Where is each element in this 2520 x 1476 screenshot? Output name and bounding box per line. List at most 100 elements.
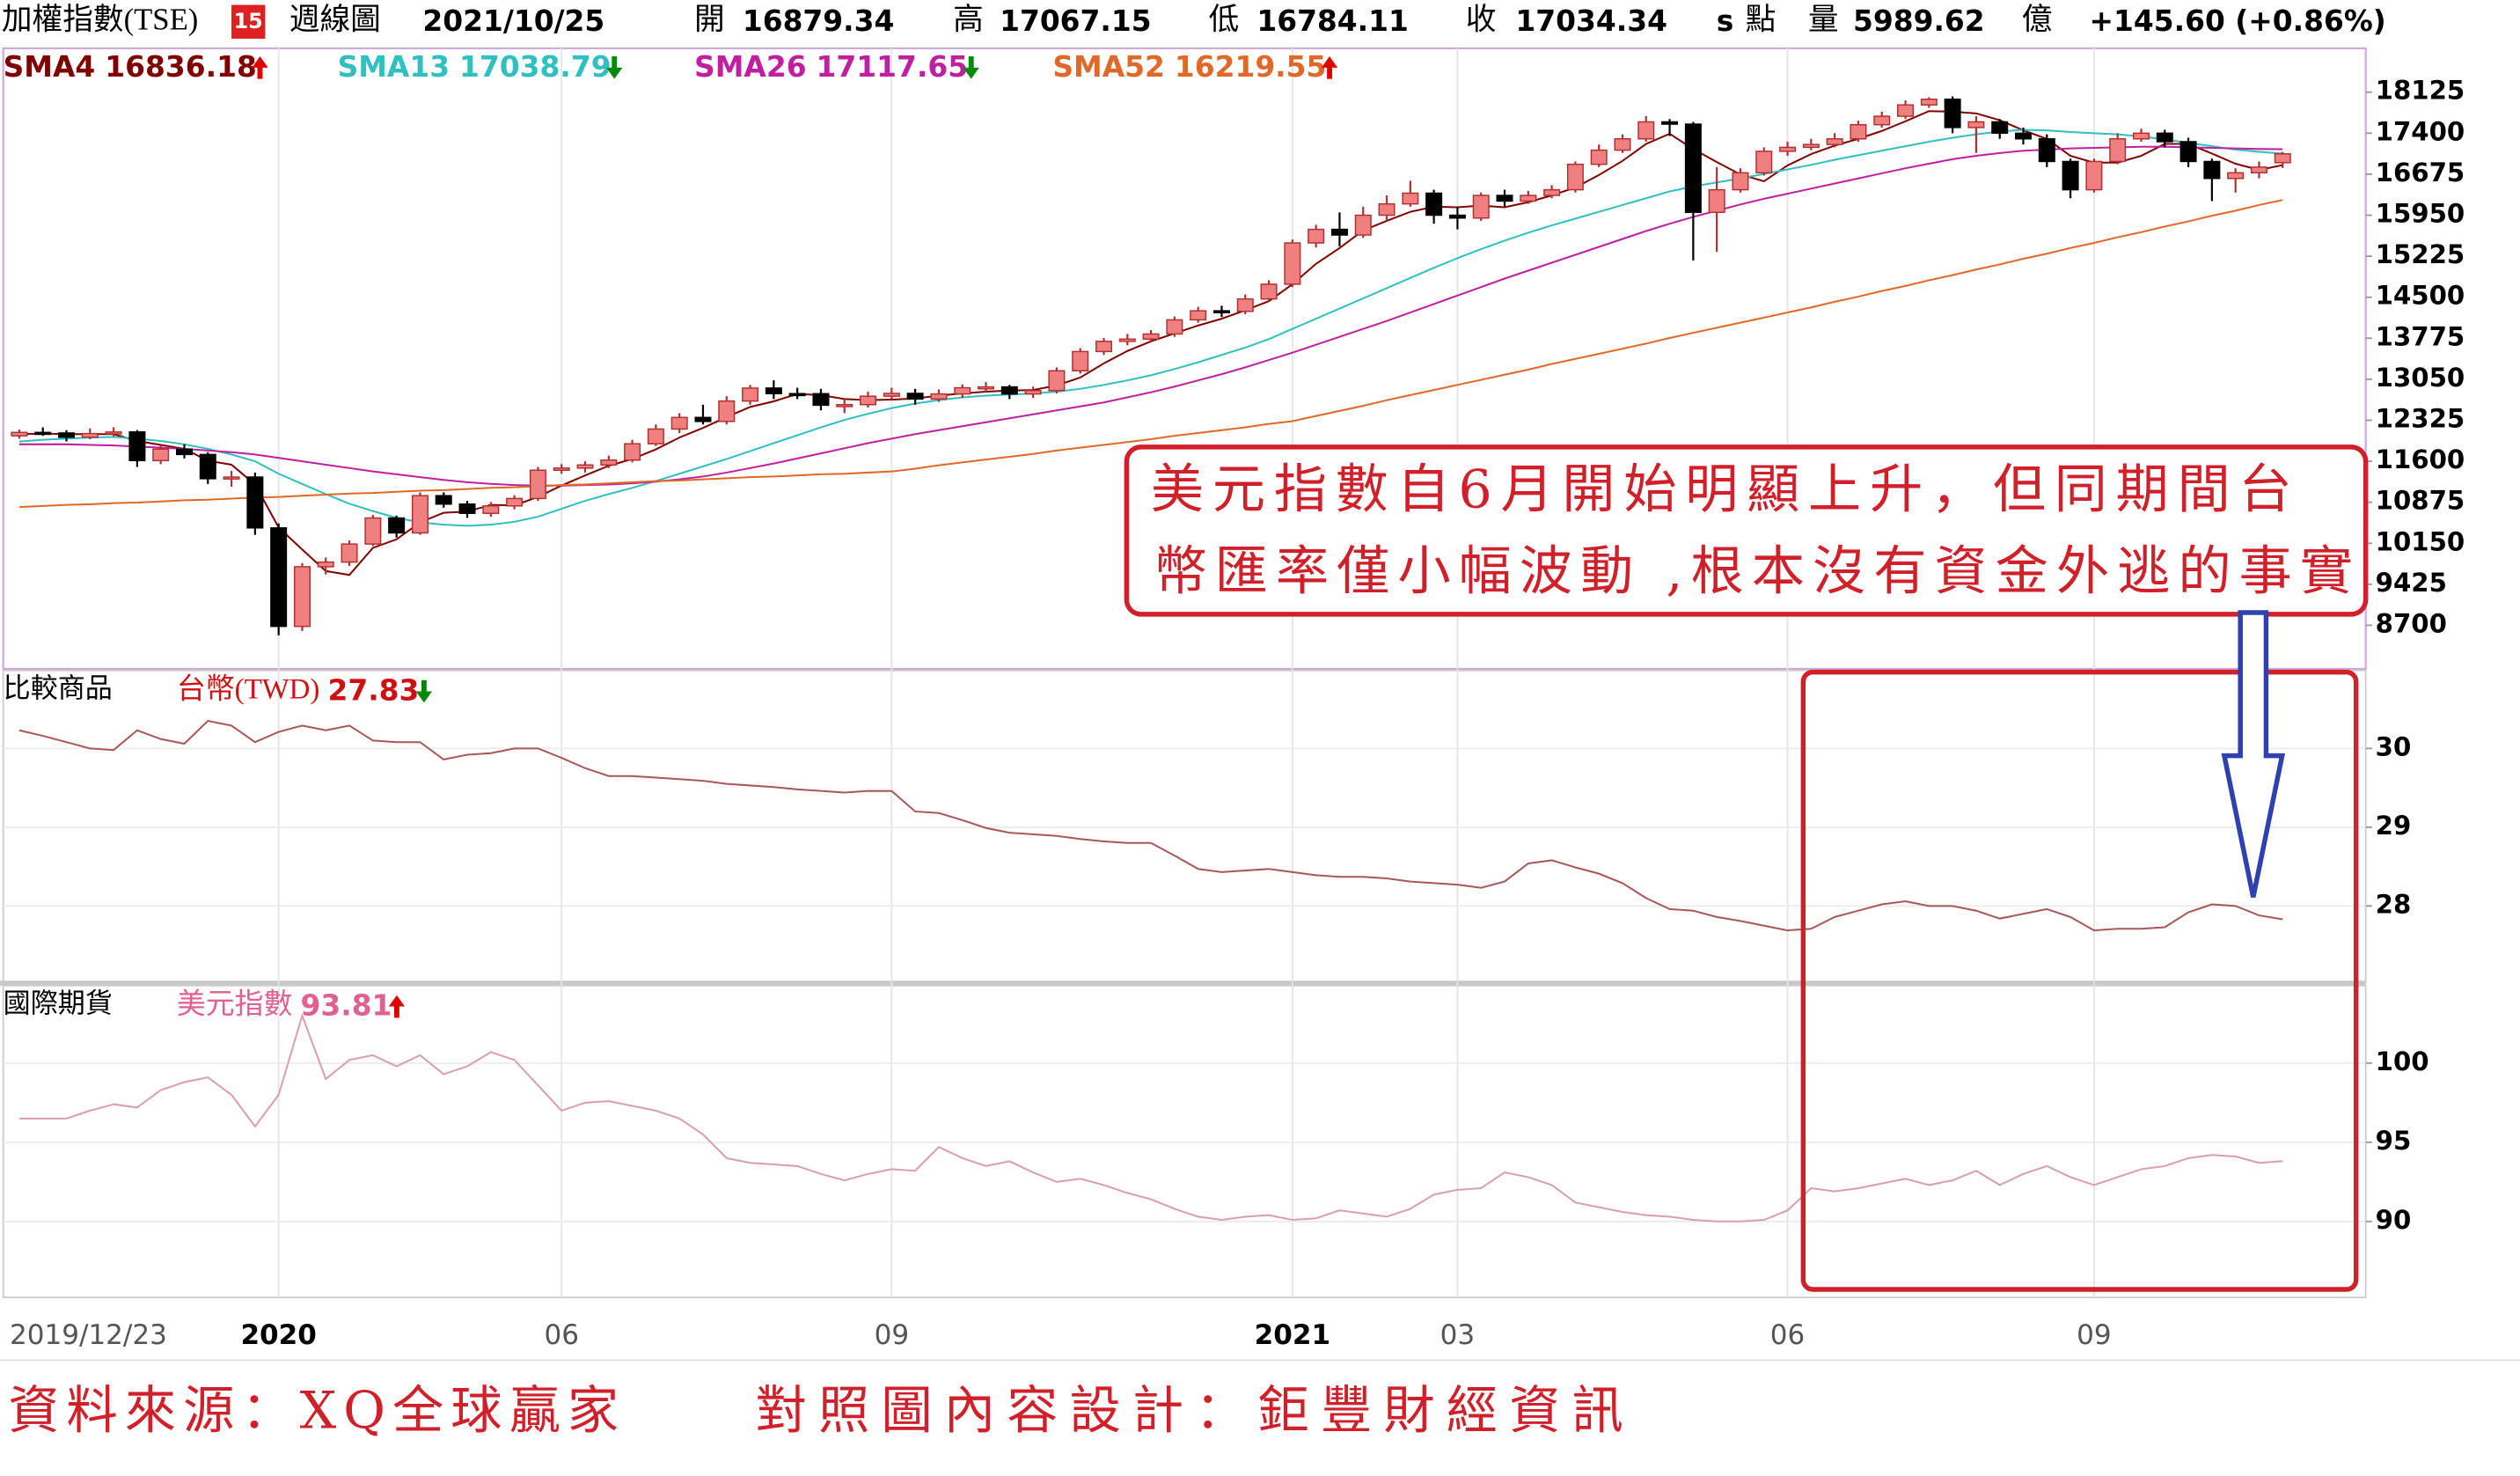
low-value: 16784.11	[1256, 4, 1409, 38]
candle	[2062, 158, 2079, 199]
candle	[2250, 161, 2267, 179]
candle	[2038, 134, 2055, 167]
candle	[1850, 121, 1867, 142]
candle	[1212, 305, 1230, 318]
candle-body	[1850, 123, 1867, 140]
candle	[34, 427, 52, 437]
candle	[1118, 334, 1136, 346]
candle-body	[1024, 390, 1042, 395]
candle-body	[175, 448, 193, 456]
series-line	[18, 719, 2283, 932]
legend-name: SMA52	[1052, 48, 1165, 83]
change: +145.60 (+0.86%)	[2089, 4, 2385, 38]
candle-body	[647, 428, 664, 444]
trend-arrow	[963, 56, 979, 79]
candle-body	[270, 527, 288, 628]
volume-value: 5989.62	[1853, 4, 1985, 38]
high-value: 17067.15	[1000, 4, 1152, 38]
candle	[1378, 195, 1396, 221]
candle	[883, 387, 900, 400]
period: 週線圖	[289, 3, 381, 37]
x-tick-label: 2021	[1255, 1319, 1330, 1351]
unit: 點	[1746, 3, 1776, 37]
candle	[1897, 100, 1915, 120]
candle	[246, 472, 264, 535]
candle-body	[2062, 160, 2079, 191]
candle-body	[34, 431, 52, 436]
candle	[2015, 127, 2033, 145]
candle	[788, 387, 806, 400]
candle-body	[1708, 188, 1725, 214]
x-tick-label: 09	[875, 1319, 910, 1351]
candle-body	[364, 517, 382, 545]
candle	[1873, 111, 1891, 128]
candle	[1496, 189, 1513, 207]
candle-body	[1661, 121, 1679, 125]
candle-body	[223, 476, 240, 480]
candle-body	[978, 386, 995, 390]
candle	[1448, 206, 1466, 230]
candle-body	[1944, 99, 1961, 129]
open-label: 開	[694, 3, 725, 37]
y-tick-label: 10150	[2376, 526, 2465, 556]
candle-body	[1118, 338, 1136, 342]
candle-body	[246, 476, 264, 529]
candle-body	[1095, 341, 1112, 353]
candle	[553, 464, 570, 474]
candle	[482, 502, 500, 518]
candle	[1590, 144, 1608, 167]
candle-body	[576, 464, 594, 469]
low-label: 低	[1209, 3, 1240, 37]
candle	[1920, 97, 1938, 108]
y-tick-label: 28	[2376, 889, 2412, 919]
candle-body	[883, 393, 900, 397]
candle	[954, 384, 971, 399]
candle	[576, 461, 594, 473]
legend-name: SMA26	[694, 48, 807, 83]
candle-body	[1330, 228, 1348, 236]
candle	[1732, 168, 1749, 193]
candle	[58, 430, 76, 442]
candle	[978, 382, 995, 393]
candle-body	[742, 387, 759, 402]
candle	[2156, 129, 2173, 148]
candle-body	[435, 495, 452, 505]
candle-body	[1543, 188, 1561, 196]
candle	[128, 430, 146, 467]
legend-entry: 美元指數 93.81	[177, 988, 392, 1022]
candle-body	[788, 393, 806, 397]
date: 2021/10/25	[422, 4, 604, 38]
candle-body	[1566, 163, 1584, 191]
candle	[81, 428, 99, 440]
candle-body	[2227, 172, 2245, 180]
candle-body	[1802, 143, 1820, 149]
legend-entry: SMA13 17038.79	[338, 48, 612, 83]
candle	[600, 455, 618, 468]
candle-body	[1425, 192, 1443, 217]
candle	[1166, 316, 1183, 337]
candle-body	[624, 443, 641, 461]
legend-value: 27.83	[327, 672, 419, 707]
series-line	[18, 199, 2283, 509]
source: 資料來源：XQ全球贏家	[8, 1380, 619, 1440]
candle	[694, 404, 712, 425]
candle	[647, 424, 664, 446]
candle-body	[388, 517, 406, 534]
candle-body	[506, 497, 524, 507]
candle-body	[1496, 195, 1513, 202]
candle-body	[2038, 138, 2055, 163]
candle-body	[2250, 166, 2267, 174]
candle-body	[11, 431, 28, 437]
candle-body	[1684, 123, 1702, 214]
candle-body	[1967, 121, 1985, 129]
candle	[1826, 133, 1843, 148]
arrow	[2221, 610, 2286, 898]
candle-body	[128, 431, 146, 462]
candle-body	[2274, 153, 2291, 164]
candle	[1684, 121, 1702, 261]
candle-body	[600, 459, 618, 466]
candle	[2109, 133, 2127, 165]
legend-value: 17038.79	[459, 48, 612, 83]
candle-body	[317, 561, 334, 568]
candle-body	[2203, 160, 2221, 180]
